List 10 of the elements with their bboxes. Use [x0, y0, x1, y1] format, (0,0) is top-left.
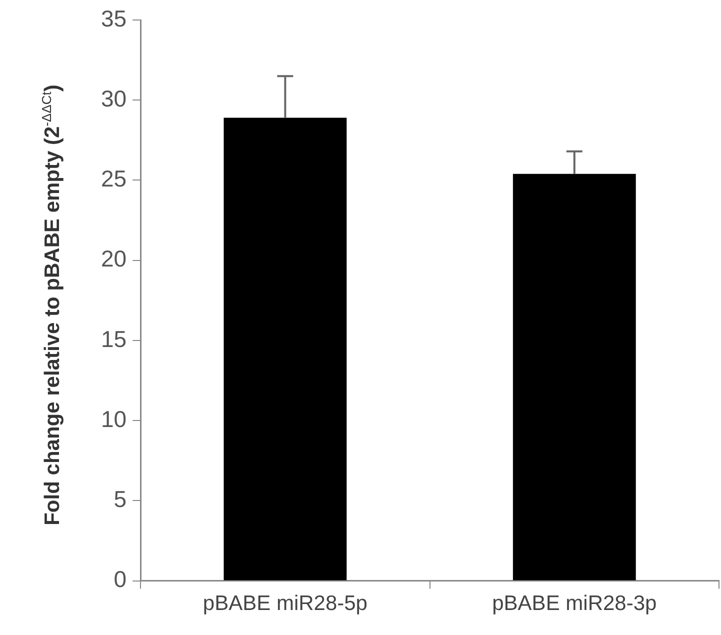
y-tick-label: 35: [100, 5, 127, 32]
y-tick-label: 15: [100, 326, 127, 352]
y-tick-label: 30: [100, 85, 127, 112]
x-tick-label: pBABE miR28-3p: [492, 592, 657, 616]
y-tick-label: 5: [114, 486, 127, 512]
x-tick-label: pBABE miR28-5p: [202, 592, 368, 616]
y-tick-label: 10: [100, 406, 127, 432]
y-tick-label: 20: [100, 246, 127, 272]
y-tick-label: 0: [114, 566, 127, 592]
y-tick-label: 25: [100, 166, 127, 192]
